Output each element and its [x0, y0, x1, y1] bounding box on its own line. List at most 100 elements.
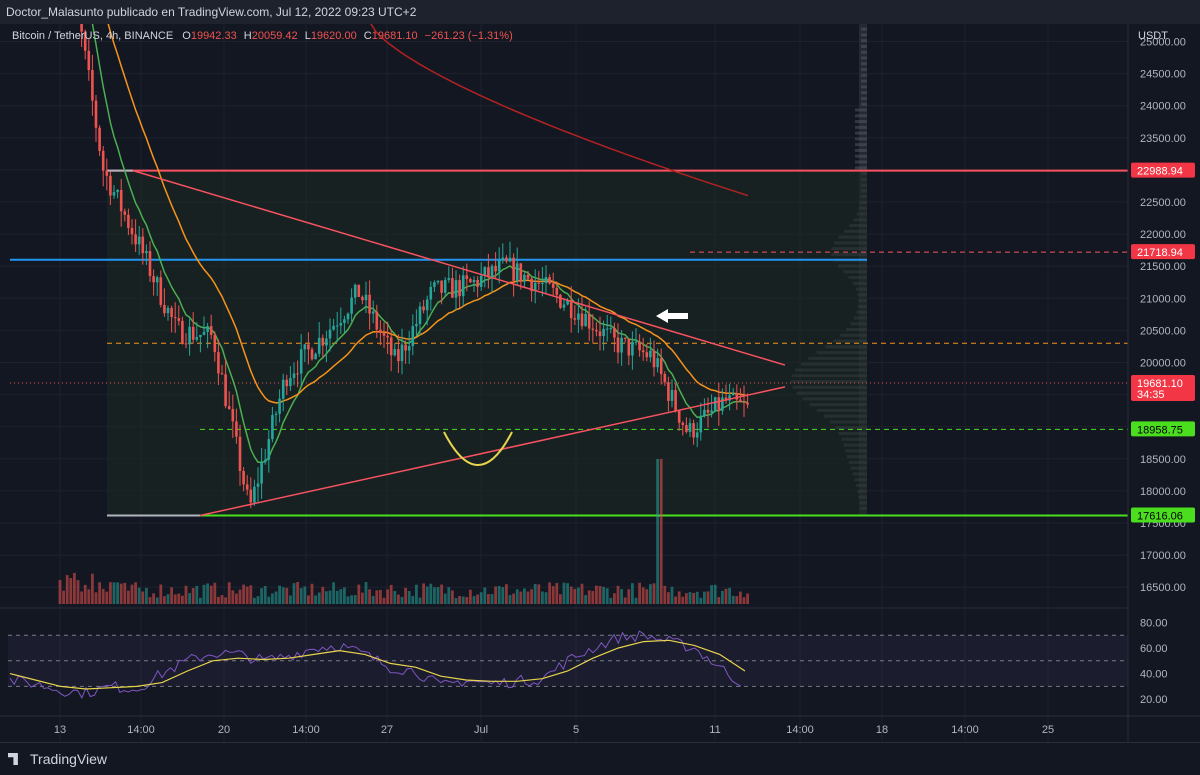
price-axis[interactable]: 25000.0024500.0024000.0023500.0023000.00… — [1127, 24, 1200, 742]
drawings[interactable] — [132, 169, 786, 517]
volume-bar — [681, 596, 685, 604]
candle-body — [602, 328, 605, 337]
candle-body — [155, 277, 159, 283]
volume-bar — [638, 582, 641, 604]
candle-body — [591, 328, 595, 330]
candle-body — [559, 294, 562, 308]
volume-bar — [263, 586, 267, 604]
volume-bar — [217, 596, 220, 604]
volume-bar — [656, 459, 659, 604]
rsi-pane — [8, 630, 1128, 699]
candle-body — [703, 409, 706, 416]
volume-bar — [62, 590, 65, 604]
candle-body — [137, 236, 141, 245]
volume-bar — [343, 587, 346, 604]
volume-bar — [375, 590, 379, 604]
candle-body — [569, 300, 573, 319]
volume-bar — [519, 591, 523, 604]
candle-body — [242, 471, 245, 485]
volume-bar — [469, 589, 472, 604]
volume-bar — [692, 592, 695, 604]
volume-bar — [299, 588, 303, 604]
candle-body — [742, 401, 746, 403]
candle-body — [584, 313, 587, 327]
candle-body — [587, 313, 591, 329]
candle-body — [710, 410, 713, 413]
candle-body — [746, 402, 749, 405]
volume-bar — [494, 586, 497, 604]
candle-body — [526, 274, 530, 279]
candle-body — [116, 189, 119, 193]
moving-averages — [87, 0, 749, 463]
candle-body — [332, 325, 335, 330]
volume-bar — [195, 585, 199, 604]
volume-bar — [281, 587, 285, 604]
candle-body — [353, 284, 357, 298]
candle-body — [724, 397, 728, 401]
candle-body — [505, 257, 508, 262]
candle-body — [368, 294, 371, 314]
price-badge-label: 17616.06 — [1137, 511, 1183, 523]
tradingview-logo[interactable]: TradingView — [8, 751, 107, 767]
candle-body — [717, 397, 721, 411]
volume-bar — [670, 586, 674, 604]
volume-bar — [418, 597, 422, 604]
volume-bar — [742, 597, 746, 604]
candle-body — [134, 234, 137, 245]
candle-body — [721, 397, 724, 411]
volume-bar — [677, 591, 681, 604]
volume-bar — [292, 583, 296, 604]
open-label: O — [182, 30, 191, 42]
volume-bar — [285, 587, 289, 604]
volume-bar — [663, 585, 667, 604]
horizontal-levels[interactable] — [10, 169, 1128, 517]
candle-body — [515, 263, 519, 281]
candle-body — [112, 192, 116, 196]
volume-bar — [476, 594, 479, 604]
time-axis[interactable]: 13 14:00 20 14:00 27 Jul 5 11 14:00 18 14:00 25 — [0, 715, 1200, 736]
candle-body — [325, 338, 328, 346]
volume-bar — [368, 589, 371, 604]
candle-body — [181, 320, 184, 344]
volume-bar — [310, 583, 314, 604]
volume-bar — [382, 597, 386, 604]
volume-bar — [94, 592, 98, 604]
candle-body — [343, 319, 346, 323]
candle-body — [652, 350, 656, 368]
volume-bar — [76, 580, 80, 604]
symbol-legend[interactable]: Bitcoin / TetherUS, 4h, BINANCE O19942.3… — [12, 30, 513, 42]
candle-body — [649, 350, 652, 358]
volume-bar — [461, 596, 465, 604]
volume-bar — [728, 587, 731, 604]
ema-fast-line — [87, 0, 748, 463]
volume-bar — [721, 590, 724, 604]
candle-body — [411, 326, 415, 347]
candle-body — [613, 328, 616, 338]
candle-body — [267, 439, 271, 460]
volume-bar — [245, 586, 249, 604]
volume-bar — [530, 589, 533, 604]
volume-bar — [685, 593, 688, 604]
candle-body — [533, 282, 537, 292]
price-badge — [1131, 162, 1195, 178]
profile-bar — [861, 85, 867, 89]
profile-bar — [861, 68, 867, 72]
volume-bar — [325, 591, 328, 604]
high-label: H — [243, 30, 252, 42]
volume-bar — [602, 586, 605, 604]
candle-body — [551, 283, 555, 288]
candle-body — [364, 294, 368, 301]
rsi-tick-label: 80.00 — [1140, 617, 1168, 629]
publisher-bar: Doctor_Malasunto publicado en TradingVie… — [0, 0, 1200, 24]
candle-body — [393, 349, 397, 356]
time-tick-label: 13 — [54, 724, 66, 736]
volume-bar — [152, 593, 155, 604]
volume-bar — [595, 585, 598, 604]
candle-body — [350, 297, 353, 314]
candle-body — [634, 341, 638, 343]
volume-bar — [404, 587, 407, 604]
price-badge — [1131, 421, 1195, 437]
volume-bar — [505, 584, 508, 604]
candle-body — [548, 277, 551, 284]
